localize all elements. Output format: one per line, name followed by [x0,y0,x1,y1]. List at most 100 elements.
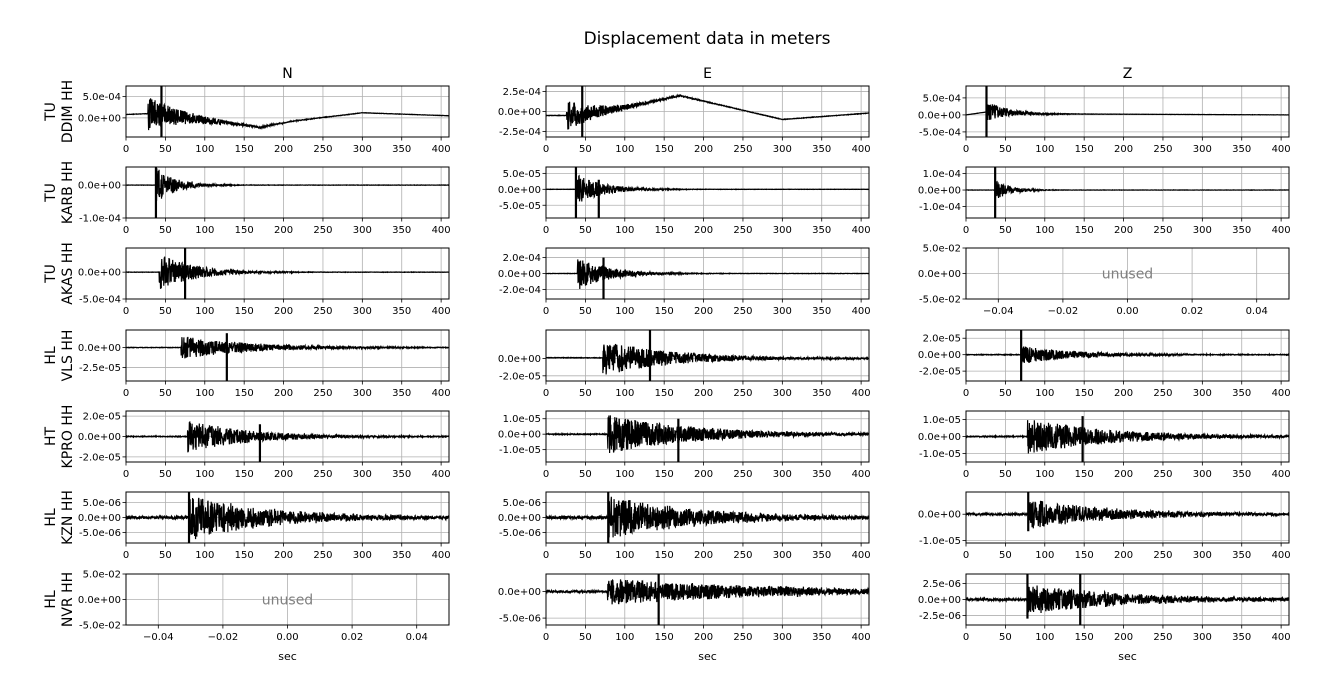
x-tick-label: 150 [1075,632,1094,643]
x-tick-label: 400 [1272,388,1291,399]
x-tick-label: 100 [1035,144,1054,155]
y-tick-label: 0.0e+00 [498,430,541,441]
y-tick-label: 0.0e+00 [78,432,121,443]
panel-z-1: 0 50 100 150 200 250 300 350 400 -1.0e-04 0.0e+00 1… [918,166,1291,236]
x-tick-label: 50 [579,225,592,236]
waveform-trace [125,256,450,289]
panel-z-5: 0 50 100 150 200 250 300 350 400 -1.0e-05 0.0e+00 [918,491,1291,561]
x-tick-label: 250 [733,388,752,399]
panel-n-1: 0 50 100 150 200 250 300 350 400 -1.0e-04 0.0e+00 [78,166,451,236]
x-tick-label: 100 [615,469,634,480]
x-tick-label: −0.02 [208,632,239,643]
y-tick-label: 2.0e-05 [923,334,961,345]
y-tick-label: 2.5e-06 [923,579,961,590]
row-label-line: HT [43,427,59,447]
x-tick-label: 200 [694,632,713,643]
x-tick-label: 300 [773,144,792,155]
x-tick-label: 150 [235,388,254,399]
x-tick-label: 400 [852,144,871,155]
waveform-trace [965,180,1290,199]
plot-area [546,574,869,625]
x-tick-label: 200 [1114,388,1133,399]
y-tick-label: -5.0e-02 [79,621,121,632]
waveform-trace [125,98,450,131]
panel-e-2: 0 50 100 150 200 250 300 350 400 -2.0e-04 0.0e+00 2… [498,247,871,317]
figure-title: Displacement data in meters [584,29,831,49]
x-tick-label: 350 [812,632,831,643]
x-tick-label: 350 [812,469,831,480]
x-tick-label: 400 [432,306,451,317]
y-tick-label: -2.5e-06 [919,611,961,622]
panel-n-0: 0 50 100 150 200 250 300 350 400 0.0e+00 5.0e-04 [78,85,451,155]
x-tick-label: 50 [579,550,592,561]
x-tick-label: 400 [432,144,451,155]
axes-frame [965,491,1290,544]
x-tick-label: 0 [123,306,129,317]
x-tick-label: 250 [313,469,332,480]
y-tick-label: 5.0e-02 [923,244,961,255]
row-label-line: KZN HH [60,490,76,545]
y-tick-label: -1.0e-04 [919,202,961,213]
x-tick-label: 100 [1035,225,1054,236]
x-tick-label: 200 [274,144,293,155]
x-tick-label: 200 [694,469,713,480]
x-tick-label: 0 [543,388,549,399]
waveform-trace [965,420,1290,454]
x-tick-label: 0.02 [1181,306,1203,317]
y-tick-label: -2.5e-04 [499,127,541,138]
x-tick-label: 150 [1075,469,1094,480]
panel-z-0: 0 50 100 150 200 250 300 350 400 -5.0e-04 0.0e+00 5… [918,85,1291,155]
x-tick-label: 150 [235,469,254,480]
y-tick-label: 0.0e+00 [78,513,121,524]
x-tick-label: 250 [733,144,752,155]
x-tick-label: 350 [1232,225,1251,236]
y-tick-label: 0.0e+00 [498,185,541,196]
x-tick-label: 250 [1153,388,1172,399]
plot-area [126,167,449,218]
x-tick-label: 250 [733,469,752,480]
y-tick-label: -2.0e-05 [79,452,121,463]
x-tick-label: 0 [543,225,549,236]
panel-e-6: 0 50 100 150 200 250 300 350 400 -5.0e-06 0.0e+00 s… [498,573,871,663]
x-tick-label: 200 [274,225,293,236]
x-tick-label: 150 [655,550,674,561]
y-tick-label: 1.0e-04 [923,169,961,180]
x-tick-label: 350 [1232,144,1251,155]
x-tick-label: 0 [543,144,549,155]
x-tick-label: 250 [1153,632,1172,643]
row-label-line: KARB HH [60,161,76,224]
x-tick-label: 200 [274,469,293,480]
x-tick-label: 400 [1272,632,1291,643]
x-tick-label: 300 [1193,632,1212,643]
x-tick-label: 250 [733,306,752,317]
x-tick-label: 300 [773,632,792,643]
y-tick-label: -2.0e-04 [499,285,541,296]
x-tick-label: 350 [1232,550,1251,561]
plot-area [546,330,869,381]
x-tick-label: 0.00 [276,632,298,643]
x-tick-label: 0 [543,550,549,561]
row-label: HL VLS HH [43,330,76,382]
x-tick-label: 200 [1114,144,1133,155]
x-tick-label: 100 [615,306,634,317]
y-tick-label: -2.0e-05 [919,367,961,378]
y-tick-label: -5.0e-04 [79,295,121,306]
x-tick-label: 400 [1272,225,1291,236]
x-tick-label: 250 [1153,550,1172,561]
x-tick-label: 350 [812,388,831,399]
x-tick-label: 400 [432,469,451,480]
waveform-trace [545,415,870,454]
panel-n-5: 0 50 100 150 200 250 300 350 400 -5.0e-06 0.0e+00 5… [78,491,451,561]
plot-area [126,330,449,381]
x-tick-label: 400 [852,550,871,561]
row-label: TU KARB HH [43,161,76,224]
x-tick-label: 250 [1153,225,1172,236]
y-tick-label: 0.0e+00 [78,268,121,279]
x-tick-label: 0 [963,469,969,480]
y-tick-label: 1.0e-05 [503,414,541,425]
axes-frame [545,329,870,382]
unused-label: unused [1102,267,1153,283]
waveform-trace [125,168,450,201]
